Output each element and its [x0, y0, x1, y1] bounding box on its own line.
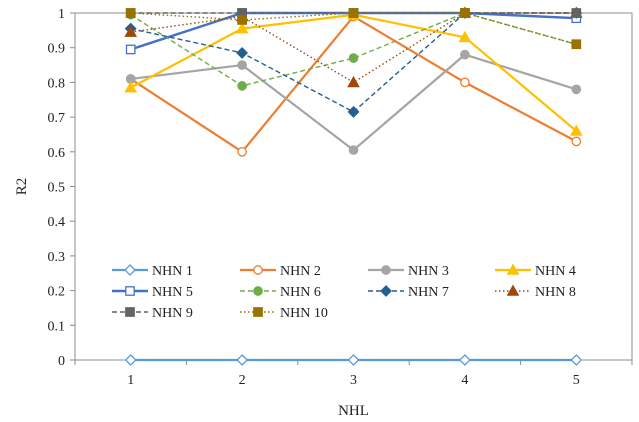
- data-point: [235, 22, 249, 34]
- data-point: [570, 354, 583, 366]
- data-point: [125, 8, 136, 18]
- legend-label: NHN 4: [535, 264, 576, 279]
- data-point: [348, 53, 359, 63]
- legend-label: NHN 2: [280, 264, 321, 279]
- legend-marker: [506, 263, 520, 275]
- legend-marker: [506, 284, 520, 296]
- x-tick-label: 1: [127, 373, 134, 388]
- series-3: [125, 49, 582, 155]
- data-point: [460, 49, 470, 60]
- y-tick-label: 0.5: [48, 181, 66, 196]
- legend-marker: [381, 265, 391, 275]
- data-point: [571, 84, 582, 95]
- legend-marker: [125, 286, 135, 296]
- data-point: [460, 8, 470, 18]
- legend-item: NHN 4: [495, 263, 576, 279]
- data-point: [236, 354, 249, 366]
- series-line: [130, 12, 577, 45]
- x-tick-label: 4: [461, 373, 468, 388]
- y-tick-label: 1: [58, 7, 65, 22]
- legend-label: NHN 1: [152, 264, 193, 279]
- legend-marker: [125, 307, 135, 317]
- data-point: [458, 354, 471, 366]
- y-tick-label: 0.7: [48, 111, 66, 126]
- data-point: [460, 77, 470, 88]
- y-tick-label: 0.4: [48, 215, 66, 230]
- series-line: [130, 12, 577, 84]
- data-point: [571, 136, 582, 147]
- data-point: [458, 30, 472, 43]
- y-tick-label: 0.1: [48, 319, 66, 334]
- y-tick-label: 0.6: [48, 146, 66, 161]
- legend-item: NHN 6: [240, 285, 321, 300]
- data-point: [237, 81, 247, 91]
- y-tick-label: 0.8: [48, 76, 66, 91]
- legend-label: NHN 6: [280, 285, 321, 300]
- legend-item: NHN 8: [495, 284, 576, 300]
- data-point: [124, 354, 137, 366]
- data-point: [571, 8, 582, 18]
- y-tick-label: 0.2: [48, 285, 66, 300]
- data-point: [347, 354, 360, 366]
- legend-marker: [124, 264, 136, 276]
- x-tick-label: 5: [573, 373, 580, 388]
- legend-item: NHN 1: [112, 264, 193, 279]
- y-tick-label: 0: [58, 354, 65, 369]
- data-point: [569, 124, 583, 136]
- data-point: [237, 146, 247, 157]
- legend: NHN 1 NHN 2 NHN 3 NHN 4 NHN 5 NHN 6 NHN 7 NHN 8…: [112, 263, 576, 321]
- legend-label: NHN 5: [152, 285, 193, 300]
- legend-label: NHN 10: [280, 306, 328, 321]
- data-point: [348, 145, 359, 155]
- data-point: [125, 44, 136, 55]
- y-tick-label: 0.3: [48, 250, 66, 265]
- legend-label: NHN 3: [408, 264, 449, 279]
- legend-label: NHN 8: [535, 285, 576, 300]
- series-line: [130, 12, 577, 87]
- series-10: [125, 8, 582, 50]
- legend-marker: [253, 286, 263, 296]
- legend-label: NHN 9: [152, 306, 193, 321]
- legend-item: NHN 10: [240, 306, 328, 321]
- data-point: [237, 60, 247, 70]
- legend-item: NHN 7: [368, 285, 449, 300]
- legend-item: NHN 3: [368, 264, 449, 279]
- legend-label: NHN 7: [408, 285, 449, 300]
- data-point: [347, 75, 360, 88]
- x-tick-label: 2: [239, 373, 246, 388]
- data-point: [124, 25, 138, 37]
- data-point: [237, 15, 247, 25]
- legend-marker: [380, 285, 392, 297]
- series-1: [124, 354, 583, 366]
- x-axis-title: NHL: [338, 403, 369, 419]
- x-tick-label: 3: [350, 373, 357, 388]
- legend-marker: [253, 307, 263, 317]
- data-point: [348, 8, 359, 18]
- y-tick-label: 0.9: [48, 42, 66, 57]
- y-axis-title: R2: [14, 178, 30, 196]
- legend-item: NHN 2: [240, 264, 321, 279]
- series-line: [130, 53, 577, 152]
- legend-item: NHN 5: [112, 285, 193, 300]
- data-point: [236, 46, 249, 59]
- legend-item: NHN 9: [112, 306, 193, 321]
- data-point: [124, 81, 138, 93]
- data-point: [571, 39, 582, 50]
- data-point: [347, 105, 360, 118]
- legend-marker: [253, 265, 263, 275]
